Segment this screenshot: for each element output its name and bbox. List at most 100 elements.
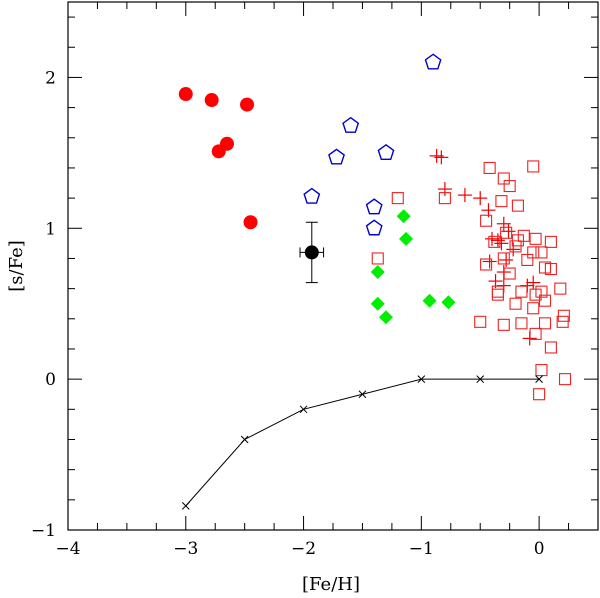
data-point [480,258,493,271]
data-point [497,252,510,265]
data-point [538,317,552,330]
data-point [342,116,360,133]
data-point [438,192,451,205]
data-point [204,93,219,108]
cross-stroke [358,390,367,399]
data-point [457,188,472,203]
data-point [491,288,504,301]
cross-stroke [476,375,485,383]
data-point [379,310,393,325]
data-point [370,265,385,280]
data-point [429,148,444,163]
series-model-curve [181,375,543,510]
data-point [365,198,383,215]
data-point [365,219,383,236]
data-point [490,233,505,248]
data-point [441,295,456,310]
data-point [535,285,548,298]
data-point [299,405,308,414]
data-point [437,182,452,197]
data-point [485,231,499,246]
x-tick-label: 0 [534,539,545,559]
cross-stroke [240,435,249,444]
data-point [533,388,546,401]
data-point [535,375,543,383]
data-point [377,143,395,161]
data-point [240,435,249,444]
data-point [558,373,572,386]
data-point [396,209,411,224]
x-axis-label: [Fe/H] [302,574,360,595]
data-point [370,296,385,311]
data-point [371,252,384,265]
data-point [521,253,534,267]
axis-ticks [67,2,599,531]
y-axis-label: [s/Fe] [6,240,27,292]
data-point [422,293,437,308]
data-point [491,285,504,298]
data-point [483,161,496,174]
cross-stroke [181,502,190,510]
data-point [496,216,511,231]
data-point [497,318,510,331]
data-point [544,235,557,248]
data-point [480,214,493,227]
data-point [243,215,258,230]
cross-stroke [535,375,543,383]
data-point [544,262,557,276]
data-point [503,179,516,193]
data-point [515,285,528,298]
data-point [529,232,542,245]
series-red-open-squares [371,160,572,401]
data-series [178,53,572,510]
data-point [527,302,540,315]
data-point [506,242,521,257]
data-point [424,53,442,70]
data-point [181,502,190,510]
x-tick-label: −2 [291,539,316,559]
data-point [538,294,552,307]
data-point [529,327,542,340]
x-tick-label: −4 [55,539,80,559]
data-point [220,136,234,151]
data-point [417,375,426,383]
data-point [511,199,524,212]
data-point [544,341,557,354]
data-point [509,240,522,253]
data-point [495,195,508,208]
data-point [509,297,522,310]
data-point [304,245,319,260]
series-black-point-with-errorbars [299,221,325,284]
data-point [473,191,488,206]
x-tick-label: −1 [409,539,434,559]
data-point [500,226,513,239]
data-point [517,229,530,242]
data-point [391,192,404,205]
data-point [358,390,367,399]
data-point [557,309,570,322]
plot-frame [67,1,599,531]
data-point [328,148,345,165]
cross-stroke [299,405,308,414]
x-tick-label: −3 [173,539,198,559]
data-point [499,252,514,267]
series-green-diamonds [370,209,456,325]
y-tick-label: 2 [45,68,56,88]
data-point [178,87,193,102]
data-point [488,235,501,248]
data-point [303,187,321,204]
data-point [535,246,548,259]
series-red-filled-circles [178,87,258,230]
y-tick-label: −1 [31,521,56,541]
data-point [527,160,540,173]
data-point [501,224,516,239]
y-tick-label: 0 [45,370,56,390]
data-point [240,97,255,112]
series-blue-open-pentagons [303,53,442,236]
data-point [474,315,487,328]
data-point [482,254,497,269]
data-point [554,282,567,295]
data-point [476,375,485,383]
data-point [503,267,516,280]
